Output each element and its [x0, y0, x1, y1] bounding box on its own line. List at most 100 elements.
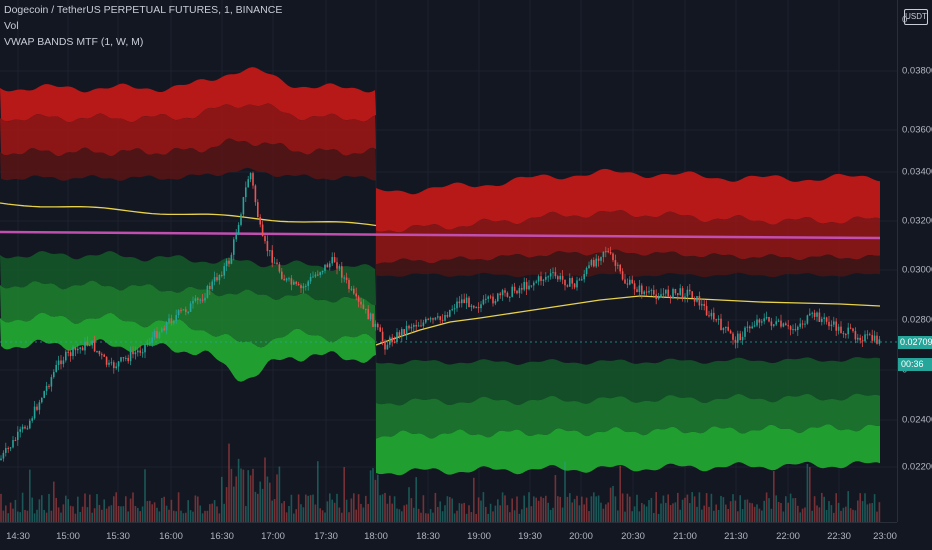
volume-bar	[91, 512, 93, 522]
candle-body	[348, 279, 350, 289]
candle-body	[607, 251, 609, 253]
volume-bar	[837, 502, 840, 522]
volume-bar	[307, 495, 309, 522]
volume-bar	[336, 493, 338, 522]
candle-body	[192, 300, 194, 304]
volume-bar	[374, 479, 377, 522]
volume-bar	[554, 475, 557, 522]
candle-body	[533, 282, 535, 286]
volume-bar	[501, 492, 504, 522]
volume-bar	[302, 507, 305, 522]
volume-bar	[273, 499, 276, 522]
candle-body	[441, 319, 444, 321]
volume-bar	[67, 499, 69, 522]
candle-body	[377, 323, 379, 328]
volume-bar	[511, 498, 513, 522]
volume-bar	[465, 513, 468, 522]
time-tick: 23:00	[873, 531, 897, 542]
volume-bar	[672, 503, 674, 522]
volume-bar	[410, 498, 413, 522]
volume-bar	[494, 505, 497, 522]
volume-bar	[849, 508, 852, 522]
volume-bar	[617, 510, 619, 522]
indicator-legend[interactable]: VWAP BANDS MTF (1, W, M)	[4, 36, 144, 48]
volume-bar	[305, 494, 307, 522]
candle-body	[871, 335, 873, 341]
volume-bar	[285, 512, 288, 522]
currency-button[interactable]: USDT	[904, 9, 928, 25]
volume-bar	[187, 500, 189, 522]
volume-legend[interactable]: Vol	[4, 20, 19, 32]
volume-bar	[533, 496, 535, 522]
volume-bar	[739, 495, 741, 522]
candle-body	[182, 309, 185, 311]
volume-bar	[55, 497, 57, 522]
candle-body	[492, 296, 494, 304]
candle-body	[185, 309, 187, 312]
candle-body	[266, 241, 269, 252]
volume-bar	[833, 512, 835, 522]
volume-bar	[425, 513, 427, 522]
volume-bar	[794, 498, 797, 522]
volume-bar	[333, 502, 336, 522]
candle-body	[859, 337, 861, 341]
candle-body	[573, 283, 576, 288]
candle-body	[108, 362, 110, 365]
volume-bar	[98, 504, 101, 522]
candle-body	[645, 291, 648, 293]
candle-body	[753, 325, 756, 327]
candle-body	[343, 277, 345, 279]
candle-body	[746, 326, 749, 328]
volume-bar	[660, 503, 662, 522]
candle-body	[374, 323, 377, 327]
volume-bar	[21, 492, 24, 522]
volume-bar	[698, 492, 701, 522]
candle-body	[849, 327, 852, 329]
candle-body	[657, 297, 660, 299]
candle-body	[247, 179, 249, 188]
candle-body	[141, 352, 144, 354]
time-tick: 18:00	[364, 531, 388, 542]
volume-bar	[458, 503, 461, 522]
candle-body	[677, 293, 679, 295]
volume-bar	[456, 510, 458, 522]
volume-bar	[441, 511, 444, 522]
volume-bar	[7, 513, 9, 522]
volume-bar	[168, 509, 170, 522]
candle-body	[5, 448, 7, 453]
candle-body	[211, 281, 213, 290]
candle-body	[74, 347, 77, 351]
candle-body	[739, 333, 741, 341]
volume-bar	[197, 496, 199, 522]
candle-body	[321, 270, 324, 273]
volume-bar	[350, 498, 353, 522]
volume-bar	[588, 511, 590, 522]
candle-body	[530, 285, 533, 287]
candle-body	[281, 271, 283, 279]
symbol-legend[interactable]: Dogecoin / TetherUS PERPETUAL FUTURES, 1…	[4, 4, 283, 16]
volume-bar	[240, 468, 242, 522]
volume-bar	[427, 513, 429, 522]
candle-body	[439, 316, 441, 320]
volume-bar	[492, 511, 494, 522]
volume-bar	[561, 507, 564, 522]
volume-bar	[12, 508, 14, 522]
candle-body	[473, 305, 475, 308]
candle-body	[36, 406, 38, 410]
candle-body	[350, 288, 353, 290]
volume-bar	[69, 505, 72, 522]
volume-bar	[813, 496, 816, 522]
volume-bar	[276, 474, 278, 522]
candle-body	[842, 333, 845, 335]
volume-bar	[468, 505, 470, 522]
candle-body	[720, 318, 722, 331]
volume-bar	[552, 507, 554, 522]
candle-body	[129, 351, 132, 362]
candle-body	[98, 351, 101, 355]
candle-body	[362, 304, 365, 309]
volume-bar	[103, 499, 105, 522]
volume-bar	[81, 506, 84, 522]
volume-bar	[413, 507, 415, 522]
volume-bar	[432, 512, 434, 522]
